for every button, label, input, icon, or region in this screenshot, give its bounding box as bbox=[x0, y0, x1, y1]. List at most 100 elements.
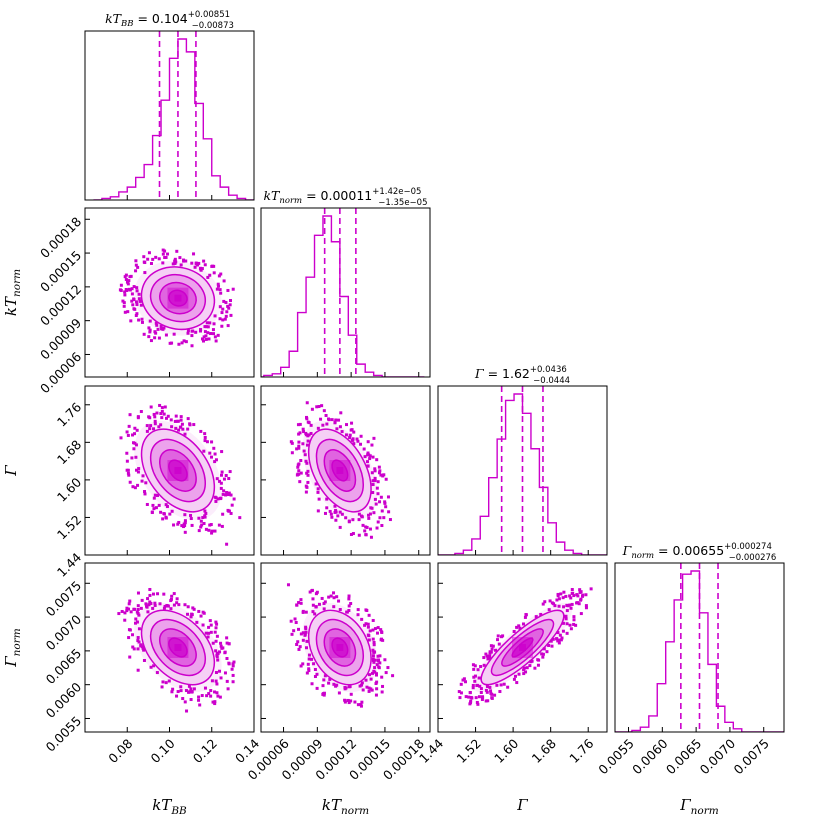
sample-point bbox=[223, 671, 227, 675]
sample-point bbox=[361, 523, 365, 527]
contour-line bbox=[307, 609, 372, 686]
sample-point bbox=[119, 283, 123, 287]
density-pixel bbox=[174, 294, 182, 302]
sample-point bbox=[203, 432, 207, 436]
sample-point bbox=[224, 301, 228, 305]
sample-point bbox=[215, 682, 219, 686]
title-plus-error: +1.42e−05 bbox=[372, 187, 421, 197]
sample-point bbox=[221, 318, 225, 322]
sample-point bbox=[536, 663, 540, 667]
density-pixel bbox=[167, 467, 175, 474]
sample-point bbox=[134, 269, 138, 273]
sample-point bbox=[164, 333, 168, 337]
hist-step-kTBB bbox=[93, 38, 254, 200]
sample-point bbox=[348, 436, 352, 440]
sample-point bbox=[301, 610, 305, 614]
sample-point bbox=[200, 694, 204, 698]
sample-point bbox=[232, 497, 236, 501]
sample-point bbox=[524, 613, 528, 617]
sample-point bbox=[149, 601, 153, 605]
sample-point bbox=[208, 523, 212, 527]
sample-point bbox=[375, 687, 379, 691]
title-minus-error: −0.000276 bbox=[729, 553, 777, 563]
sample-point bbox=[208, 273, 212, 277]
sample-point bbox=[313, 667, 317, 671]
panel-Gammanorm-vs-Gamma bbox=[437, 562, 608, 733]
sample-point bbox=[512, 629, 516, 633]
sample-point bbox=[135, 468, 139, 472]
sample-point bbox=[347, 685, 351, 689]
sample-point bbox=[145, 605, 149, 609]
sample-point bbox=[323, 674, 327, 678]
sample-point bbox=[159, 324, 163, 328]
density-pixel bbox=[181, 460, 189, 467]
sample-point bbox=[306, 469, 310, 473]
sample-point bbox=[314, 605, 318, 609]
sample-point bbox=[163, 405, 167, 409]
sample-point bbox=[221, 512, 225, 516]
sample-point bbox=[174, 426, 178, 430]
contour-line bbox=[490, 618, 555, 677]
sample-point bbox=[169, 597, 173, 601]
sample-point bbox=[333, 504, 337, 508]
sample-point bbox=[161, 517, 165, 521]
sample-point bbox=[365, 460, 369, 464]
sample-point bbox=[232, 660, 236, 664]
sample-point bbox=[584, 604, 588, 608]
panel-content bbox=[119, 403, 242, 546]
sample-point bbox=[162, 592, 166, 596]
axis-label-sub: norm bbox=[341, 805, 369, 817]
sample-point bbox=[182, 339, 186, 343]
sample-point bbox=[127, 279, 131, 283]
sample-point bbox=[119, 436, 123, 440]
sample-point bbox=[550, 644, 554, 648]
sample-point bbox=[127, 473, 131, 477]
sample-point bbox=[372, 643, 376, 647]
sample-point bbox=[179, 689, 183, 693]
sample-point bbox=[211, 328, 215, 332]
sample-point bbox=[379, 495, 383, 499]
axis-label-main: kT bbox=[2, 296, 20, 316]
sample-point bbox=[189, 615, 193, 619]
sample-point bbox=[332, 605, 336, 609]
sample-point bbox=[133, 621, 137, 625]
sample-point bbox=[140, 320, 144, 324]
hist-step-Gamma bbox=[438, 393, 607, 555]
sample-point bbox=[134, 263, 138, 267]
sample-point bbox=[137, 613, 141, 617]
sample-point bbox=[515, 625, 519, 629]
sample-point bbox=[542, 647, 546, 651]
contour-line bbox=[149, 618, 207, 677]
sample-point bbox=[122, 301, 126, 305]
sample-point bbox=[458, 696, 462, 700]
sample-point bbox=[316, 490, 320, 494]
sample-point bbox=[374, 502, 378, 506]
sample-point bbox=[378, 516, 382, 520]
sample-point bbox=[321, 684, 325, 688]
density-pixel bbox=[336, 467, 344, 474]
sample-point bbox=[517, 672, 521, 676]
sample-point bbox=[347, 608, 351, 612]
sample-point bbox=[367, 638, 371, 642]
sample-point bbox=[347, 597, 351, 601]
sample-point bbox=[167, 679, 171, 683]
sample-point bbox=[457, 690, 461, 694]
sample-point bbox=[322, 601, 326, 605]
x-axis-label-kTBB: kTBB bbox=[152, 796, 187, 817]
contour-line bbox=[140, 428, 216, 513]
sample-point bbox=[375, 458, 379, 462]
sample-point bbox=[225, 490, 229, 494]
sample-point bbox=[175, 419, 179, 423]
density-pixel bbox=[167, 287, 175, 295]
sample-point bbox=[577, 602, 581, 606]
sample-point bbox=[359, 434, 363, 438]
sample-point bbox=[199, 429, 203, 433]
sample-point bbox=[371, 628, 375, 632]
sample-point bbox=[328, 677, 332, 681]
sample-point bbox=[306, 434, 310, 438]
sample-point bbox=[213, 702, 217, 706]
sample-point bbox=[160, 685, 164, 689]
sample-point bbox=[367, 513, 371, 517]
sample-point bbox=[220, 473, 224, 477]
sample-point bbox=[352, 430, 356, 434]
